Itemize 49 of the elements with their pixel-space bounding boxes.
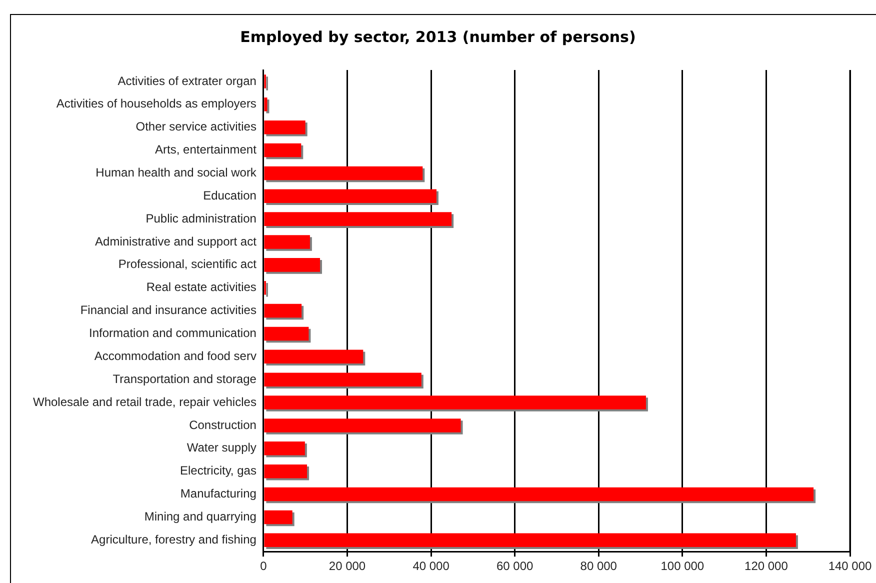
bar [264, 372, 422, 386]
y-tick-label: Agriculture, forestry and fishing [91, 532, 256, 546]
x-tick-label: 100 000 [660, 559, 704, 574]
y-tick-label: Administrative and support act [95, 234, 258, 248]
x-tick-label: 60 000 [496, 559, 534, 574]
y-tick-label: Professional, scientific act [118, 257, 258, 272]
y-tick-label: Accommodation and food serv [94, 348, 256, 363]
bar [264, 418, 461, 432]
y-tick-label: Mining and quarrying [144, 510, 256, 524]
chart-title: Employed by sector, 2013 (number of persons) [239, 28, 637, 46]
y-tick-label: Education [203, 188, 256, 202]
y-tick-label: Other service activities [136, 120, 256, 134]
y-tick-label: Transportation and storage [112, 372, 257, 386]
bar [264, 143, 302, 158]
y-tick-label: Manufacturing [180, 486, 256, 501]
bar [264, 212, 452, 226]
y-tick-label: Arts, entertainment [155, 142, 258, 157]
bar [264, 396, 646, 410]
x-tick-label: 20 000 [328, 559, 366, 574]
bar [264, 120, 306, 134]
y-tick-label: Financial and insurance activities [80, 303, 256, 318]
y-tick-label: Human health and social work [96, 166, 258, 180]
y-tick-label: Water supply [186, 440, 256, 455]
x-tick-label: 120 000 [744, 559, 788, 574]
bar [264, 304, 302, 318]
y-tick-label: Real estate activities [146, 280, 256, 294]
bar [264, 166, 423, 180]
y-tick-label: Activities of households as employers [56, 96, 256, 111]
x-tick-label: 80 000 [580, 559, 618, 574]
bar [264, 533, 796, 548]
bar [264, 258, 320, 272]
bar [264, 98, 268, 112]
bar [264, 464, 308, 478]
bar [264, 350, 364, 364]
bar [264, 487, 814, 502]
bar [264, 189, 436, 204]
y-tick-label: Construction [189, 418, 256, 432]
y-tick-label: Public administration [146, 211, 256, 226]
y-tick-label: Wholesale and retail trade, repair vehicles [32, 394, 256, 409]
bar [264, 235, 310, 249]
bar [264, 442, 305, 456]
y-tick-label: Electricity, gas [180, 464, 256, 478]
x-tick-label: 0 [260, 559, 268, 574]
bar [264, 510, 292, 524]
y-tick-label: Information and communication [89, 326, 256, 340]
x-tick-label: 140 000 [828, 559, 872, 574]
y-tick-label: Activities of extrater organ [118, 74, 256, 88]
bar [264, 326, 309, 341]
x-tick-label: 40 000 [412, 559, 450, 574]
